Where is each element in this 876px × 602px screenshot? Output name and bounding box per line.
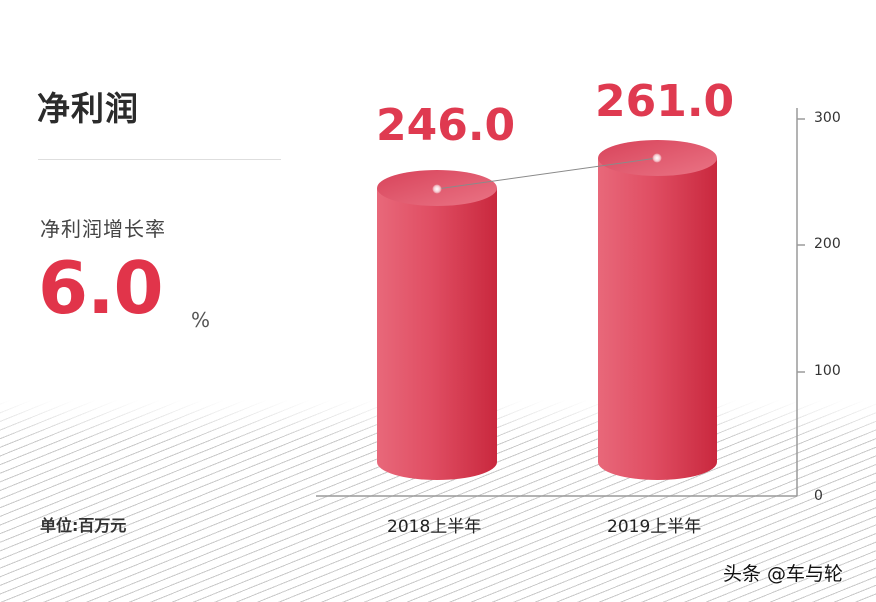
bar-2018 [377, 170, 497, 480]
bar-2019 [598, 140, 717, 480]
growth-rate-label: 净利润增长率 [40, 217, 166, 241]
data-point-2018 [432, 184, 442, 194]
page-title: 净利润 [37, 89, 139, 128]
growth-rate-unit: % [191, 308, 211, 332]
y-tick-label-0: 0 [814, 488, 823, 504]
title-divider [38, 159, 281, 160]
growth-rate-value: 6.0 [38, 246, 164, 330]
watermark: 头条 @车与轮 [723, 563, 844, 585]
category-label-2018: 2018上半年 [387, 517, 482, 537]
bar-value-2019: 261.0 [595, 76, 735, 127]
y-tick-label-300: 300 [814, 110, 841, 126]
y-tick-label-100: 100 [814, 363, 841, 379]
y-tick-label-200: 200 [814, 236, 841, 252]
category-label-2019: 2019上半年 [607, 517, 702, 537]
connector-line [436, 157, 658, 190]
axes [316, 108, 805, 497]
data-point-2019 [652, 153, 662, 163]
unit-label: 单位:百万元 [40, 516, 127, 535]
bar-value-2018: 246.0 [376, 100, 516, 151]
